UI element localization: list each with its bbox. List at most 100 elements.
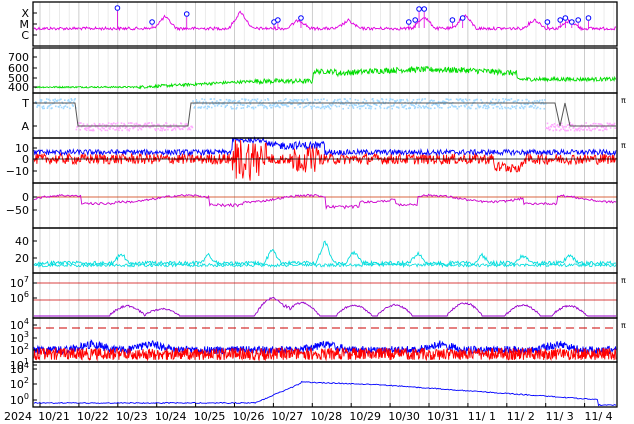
sector-point [363,104,365,107]
sector-point [293,98,296,101]
sector-point [70,98,73,100]
sector-point [354,98,357,101]
sector-point [48,104,51,107]
sector-point [368,107,370,110]
sector-point [60,106,63,109]
sector-point [296,100,299,103]
sector-point [287,105,290,108]
sector-point [475,107,477,110]
sector-point [355,104,357,107]
sector-point [194,105,196,108]
sector-point [123,124,126,126]
sector-point [569,122,571,124]
sector-point [584,125,587,128]
sector-point [463,104,466,107]
sector-point [357,99,359,102]
sector-point [456,107,459,110]
electron-flux-red-line [33,346,617,362]
sector-point [228,101,231,104]
sector-point [53,100,56,103]
sector-point [257,104,260,107]
sector-point [67,99,70,101]
sector-point [415,103,417,106]
sector-point [465,103,468,106]
sector-point [279,99,282,102]
sector-point [385,98,388,101]
sector-point [375,104,378,107]
sector-point [392,104,395,107]
sector-point [513,106,516,108]
sector-point [290,99,293,102]
sector-point [227,100,230,103]
sector-point [220,105,223,107]
sector-point [107,122,110,124]
sector-point [115,128,118,131]
sector-point [206,107,209,110]
dst-line [33,193,617,210]
sector-point [435,103,438,105]
sector-point [65,102,68,105]
flare-flag-marker [275,17,281,23]
ytick-label: 700 [8,51,29,64]
sector-point [256,98,259,100]
sector-point [447,106,450,109]
sector-point [498,99,500,101]
sector-point [114,123,117,125]
sector-point [40,100,42,103]
sector-point [388,99,391,102]
sector-point [98,122,101,125]
sector-point [379,105,381,108]
sector-point [285,98,287,100]
sector-point [599,129,602,131]
sector-point [160,127,163,130]
flare-flag-marker [405,19,412,25]
sector-point [598,129,600,131]
sector-point [109,128,111,130]
xtick-label: 11/ 3 [546,410,574,423]
panel-frame-dst [32,182,618,229]
sector-point [321,103,324,106]
ytick-label: 106 [10,290,29,305]
sector-point [198,100,201,103]
sector-point [433,99,435,102]
sector-point [321,106,323,109]
sector-point [71,104,74,106]
sector-point [555,129,558,131]
sector-point [337,98,339,101]
sector-point [45,98,48,100]
ytick-label: 104 [10,361,29,376]
sector-point [203,106,205,109]
sector-point [466,99,468,102]
panel-frame-proton-flux [32,272,618,319]
sector-point [98,124,100,126]
sector-point [395,100,397,102]
sector-point [163,124,165,126]
sector-point [401,104,403,106]
sector-point [268,105,271,107]
sector-point [118,129,120,132]
sector-point [395,106,398,108]
sector-point [449,106,451,108]
sector-point [159,129,161,132]
sector-point [455,106,457,108]
sector-point [193,107,196,109]
sector-point [91,129,94,132]
sector-point [362,101,364,103]
sector-point [246,106,248,109]
sector-point [180,122,183,125]
xtick-label: 10/29 [349,410,381,423]
sector-point [153,124,156,127]
sector-point [127,122,130,124]
sector-point [60,98,62,101]
sector-point [342,107,344,110]
sector-point [204,105,207,108]
sector-point [333,100,335,103]
sector-point [111,122,113,125]
sector-point [172,128,174,131]
sector-point [491,104,493,106]
sector-point [94,125,97,128]
sector-point [263,106,265,109]
sector-point [245,98,247,101]
sector-point [56,100,58,102]
sector-point [462,98,464,101]
